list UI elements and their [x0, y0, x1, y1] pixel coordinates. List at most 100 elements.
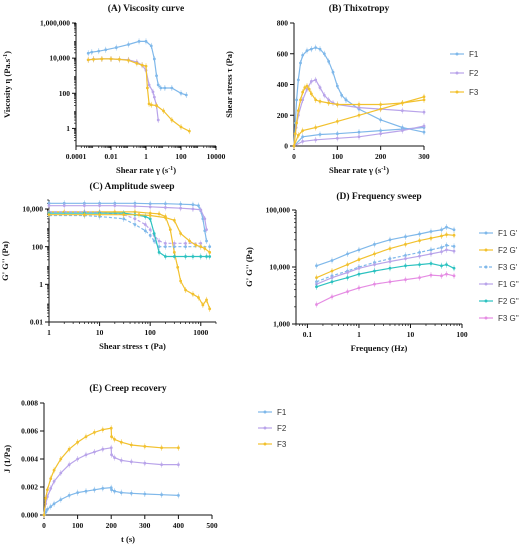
x-tick-label: 10000: [207, 152, 226, 161]
x-tick-label: 100: [72, 521, 84, 530]
data-point: [199, 245, 203, 249]
data-point: [143, 229, 147, 233]
data-point: [179, 206, 183, 210]
x-tick-label: 0: [42, 521, 46, 530]
data-point: [109, 446, 113, 450]
series-f2: [292, 76, 426, 149]
legend-marker: [484, 316, 488, 320]
data-point: [143, 445, 147, 448]
x-tick-label: 1: [47, 328, 51, 337]
data-point: [127, 43, 130, 46]
legend-item: F2 G': [479, 246, 518, 255]
data-point: [440, 228, 443, 232]
x-axis-label: Shear stress τ (Pa): [99, 341, 166, 351]
data-point: [440, 234, 443, 238]
data-point: [93, 488, 96, 492]
data-point: [156, 83, 160, 87]
data-point: [144, 64, 148, 68]
data-point: [152, 57, 156, 61]
data-point: [422, 110, 426, 114]
data-point: [330, 259, 334, 262]
series-f3-g: [47, 208, 212, 312]
data-point: [179, 279, 183, 283]
y-tick-label: 200: [277, 111, 289, 120]
data-point: [357, 266, 361, 270]
data-point: [373, 263, 376, 267]
data-point: [429, 248, 433, 252]
legend-label: F2 G': [498, 246, 518, 255]
data-point: [373, 252, 376, 256]
data-point: [335, 84, 339, 88]
y-axis-label: G' G'' (Pa): [0, 241, 10, 281]
legend-marker: [484, 248, 488, 252]
x-axis-label: t (s): [121, 534, 135, 544]
data-point: [357, 258, 361, 261]
y-tick-label: 0.006: [21, 427, 38, 436]
y-tick-label: 0.004: [21, 455, 38, 464]
legend-item: F3: [258, 440, 287, 449]
legend-marker: [263, 442, 267, 446]
y-tick-label: 10,000: [22, 205, 43, 214]
data-point: [184, 93, 188, 97]
data-point: [117, 57, 121, 61]
data-point: [47, 213, 51, 217]
data-point: [199, 208, 203, 212]
data-point: [119, 491, 123, 494]
data-point: [379, 129, 383, 133]
x-tick-label: 200: [106, 521, 118, 530]
data-point: [400, 129, 404, 133]
data-point: [147, 83, 151, 87]
data-point: [418, 276, 421, 280]
legend-marker: [455, 52, 459, 56]
data-point: [307, 87, 311, 91]
data-point: [49, 505, 53, 508]
data-point: [445, 225, 448, 229]
data-point: [445, 233, 448, 237]
data-point: [330, 280, 334, 284]
data-point: [52, 480, 56, 483]
data-point: [147, 102, 151, 106]
legend-item: F2: [258, 424, 287, 433]
series-line: [49, 214, 210, 248]
data-point: [176, 265, 180, 269]
data-point: [309, 80, 313, 83]
data-point: [191, 203, 195, 207]
data-point: [148, 202, 152, 206]
data-point: [93, 431, 96, 434]
data-point: [440, 250, 443, 254]
data-point: [301, 90, 305, 94]
legend-marker: [484, 282, 488, 286]
data-point: [373, 242, 376, 246]
data-point: [113, 204, 117, 208]
data-point: [318, 100, 322, 103]
data-point: [340, 93, 344, 97]
series-f2-g: [315, 260, 456, 290]
x-tick-label: 1: [144, 152, 148, 161]
data-point: [45, 488, 49, 492]
data-point: [129, 460, 133, 464]
x-tick-label: 100: [332, 152, 344, 161]
legend-item: F2 G'': [479, 297, 519, 306]
data-point: [388, 280, 392, 284]
data-point: [315, 303, 318, 306]
data-point: [140, 63, 144, 67]
legend: F1 F2 F3: [258, 408, 287, 449]
data-point: [172, 255, 176, 258]
data-point: [157, 212, 161, 216]
data-point: [97, 49, 101, 53]
data-point: [144, 39, 148, 43]
series-f2: [86, 55, 160, 124]
data-point: [315, 276, 318, 280]
data-point: [148, 217, 152, 221]
data-point: [404, 242, 407, 246]
data-point: [151, 90, 155, 94]
data-point: [327, 98, 331, 102]
data-point: [84, 489, 88, 493]
legend-label: F2: [277, 424, 287, 433]
data-point: [327, 101, 331, 105]
series-f3: [42, 425, 180, 518]
data-point: [101, 487, 105, 490]
data-point: [305, 87, 309, 91]
data-point: [452, 233, 456, 237]
data-point: [194, 243, 198, 247]
